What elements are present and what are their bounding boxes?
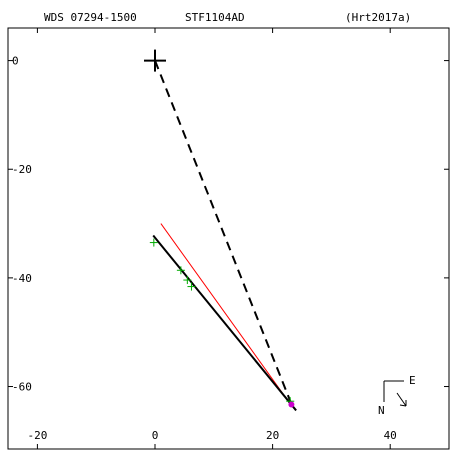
compass-north-label: N	[378, 404, 385, 417]
y-tick-label: 0	[12, 55, 19, 68]
orbit-solution-line	[152, 234, 297, 412]
header-right: (Hrt2017a)	[345, 11, 411, 24]
header-left: WDS 07294-1500	[44, 11, 137, 24]
alternate-orbit-line	[160, 223, 291, 405]
plot-frame	[7, 27, 450, 450]
compass-arrow-head-a	[399, 404, 407, 407]
observation-point	[176, 266, 185, 275]
x-tick-label: 20	[266, 429, 279, 442]
latest-observation-point	[288, 401, 295, 408]
x-tick-label: -20	[27, 429, 47, 442]
y-tick-label: -20	[12, 163, 32, 176]
primary-secondary-dashed-line	[154, 60, 293, 406]
primary-star-marker	[144, 49, 166, 72]
observation-point	[149, 238, 158, 247]
observation-point	[183, 276, 192, 285]
x-tick-label: 0	[152, 429, 159, 442]
compass-east-label: E	[409, 374, 416, 387]
x-tick-label: 40	[384, 429, 397, 442]
y-tick-label: -60	[12, 381, 32, 394]
observation-point	[187, 282, 196, 291]
compass-arrow-shaft	[396, 392, 407, 407]
compass-indicator: E N	[378, 374, 416, 417]
y-tick-label: -40	[12, 272, 32, 285]
header-center: STF1104AD	[185, 11, 245, 24]
